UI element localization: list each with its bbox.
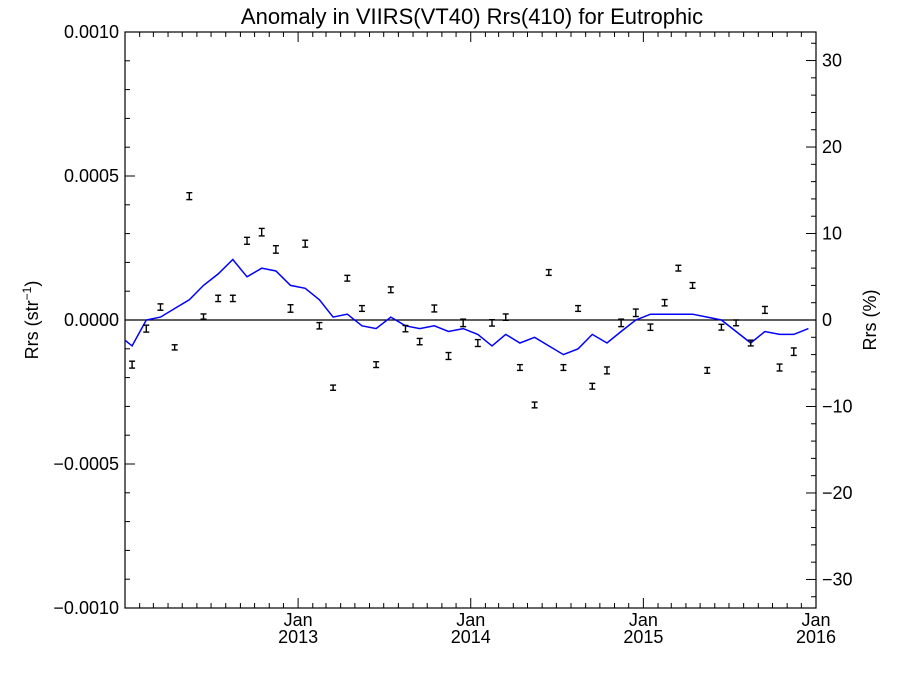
y-right-tick-label: 10 bbox=[822, 224, 842, 244]
x-tick-month: Jan bbox=[801, 610, 830, 630]
errorbar-point bbox=[761, 305, 768, 315]
monthly-anomaly-points bbox=[129, 192, 797, 409]
x-tick-month: Jan bbox=[629, 610, 658, 630]
y-axis-label-close: ) bbox=[22, 281, 42, 287]
errorbar-point bbox=[215, 294, 222, 303]
errorbar-point bbox=[689, 281, 696, 290]
errorbar-point bbox=[747, 339, 754, 347]
x-tick-year: 2013 bbox=[278, 627, 318, 647]
errorbar-point bbox=[416, 337, 423, 346]
y-right-tick-label: −10 bbox=[822, 396, 853, 416]
errorbar-point bbox=[272, 244, 279, 254]
x-tick-month: Jan bbox=[456, 610, 485, 630]
errorbar-point bbox=[632, 308, 639, 318]
errorbar-point bbox=[157, 303, 164, 311]
errorbar-point bbox=[489, 319, 496, 327]
y-tick-label: 0.0005 bbox=[64, 166, 119, 186]
y-axis-label-right: Rrs (%) bbox=[860, 290, 880, 351]
chart-title: Anomaly in VIIRS(VT40) Rrs(410) for Eutr… bbox=[241, 4, 703, 29]
errorbar-point bbox=[618, 318, 625, 328]
errorbar-point bbox=[402, 324, 409, 333]
errorbar-point bbox=[603, 366, 610, 375]
errorbar-point bbox=[647, 323, 654, 332]
y-axis-right: 30 20 10 0 −10 −20 −30 bbox=[806, 42, 853, 598]
errorbar-point bbox=[358, 304, 365, 313]
y-tick-label: 0.0000 bbox=[64, 310, 119, 330]
errorbar-point bbox=[344, 274, 351, 282]
y-axis-label-left: Rrs (str−1) bbox=[20, 281, 42, 360]
errorbar-point bbox=[516, 363, 523, 372]
x-tick-year: 2016 bbox=[796, 627, 836, 647]
errorbar-point bbox=[244, 236, 251, 245]
y-axis-label-superscript: −1 bbox=[20, 286, 34, 300]
y-tick-label: −0.0005 bbox=[53, 454, 119, 474]
y-axis-label-main: Rrs (str bbox=[22, 300, 42, 359]
errorbar-point bbox=[287, 304, 294, 313]
errorbar-point bbox=[790, 347, 797, 357]
y-right-tick-label: 30 bbox=[822, 51, 842, 71]
errorbar-point bbox=[186, 192, 193, 201]
errorbar-point bbox=[431, 304, 438, 313]
errorbar-point bbox=[531, 401, 538, 409]
errorbar-point bbox=[302, 239, 309, 248]
errorbar-point bbox=[373, 361, 380, 369]
errorbar-point bbox=[229, 294, 236, 303]
errorbar-point bbox=[589, 382, 596, 390]
series-line bbox=[124, 258, 809, 356]
errorbar-point bbox=[704, 366, 711, 374]
y-axis-left: 0.0010 0.0005 0.0000 −0.0005 −0.0010 bbox=[53, 22, 135, 618]
errorbar-point bbox=[718, 323, 725, 331]
errorbar-point bbox=[200, 313, 207, 320]
errorbar-point bbox=[675, 264, 682, 272]
errorbar-point bbox=[474, 338, 481, 348]
errorbar-point bbox=[129, 360, 136, 369]
y-right-tick-label: 0 bbox=[822, 310, 832, 330]
errorbar-point bbox=[445, 351, 452, 361]
y-right-tick-label: 20 bbox=[822, 137, 842, 157]
x-tick-month: Jan bbox=[284, 610, 313, 630]
errorbar-point bbox=[502, 313, 509, 321]
errorbar-point bbox=[776, 363, 783, 372]
errorbar-point bbox=[143, 324, 150, 333]
errorbar-point bbox=[258, 227, 265, 237]
y-tick-label: 0.0010 bbox=[64, 22, 119, 42]
errorbar-point bbox=[171, 344, 178, 351]
x-tick-year: 2015 bbox=[623, 627, 663, 647]
errorbar-point bbox=[330, 384, 337, 391]
errorbar-point bbox=[316, 321, 323, 330]
y-right-tick-label: −30 bbox=[822, 569, 853, 589]
errorbar-point bbox=[575, 304, 582, 313]
errorbar-point bbox=[387, 286, 394, 294]
y-tick-label: −0.0010 bbox=[53, 598, 119, 618]
smoothed-series bbox=[124, 258, 809, 356]
errorbar-point bbox=[661, 298, 668, 307]
y-right-tick-label: −20 bbox=[822, 483, 853, 503]
errorbar-point bbox=[545, 268, 552, 277]
x-tick-year: 2014 bbox=[451, 627, 491, 647]
errorbar-point bbox=[460, 318, 467, 328]
errorbar-point bbox=[560, 363, 567, 372]
errorbar-point bbox=[733, 319, 740, 327]
